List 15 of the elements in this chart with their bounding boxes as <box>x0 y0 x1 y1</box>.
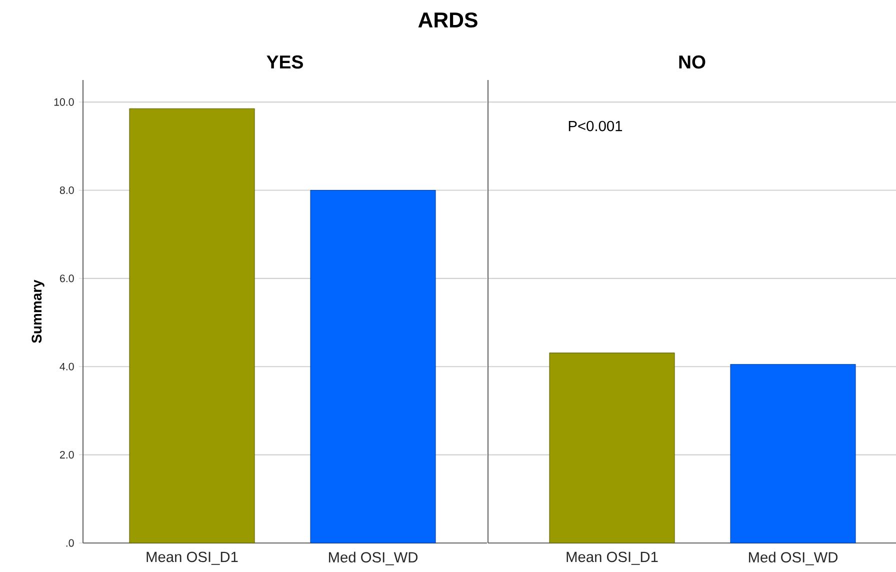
y-tick-label: .0 <box>66 539 74 547</box>
x-tick-label: Med OSI_WD <box>748 552 838 566</box>
y-axis-title: Summary <box>32 280 44 344</box>
chart-title: ARDS <box>418 12 478 28</box>
chart-subtitle: NO <box>679 55 706 69</box>
x-tick-label: Med OSI_WD <box>328 552 418 566</box>
y-tick-label: 2.0 <box>60 451 74 459</box>
y-tick-label: 8.0 <box>60 186 74 194</box>
chart-subtitle: YES <box>266 55 303 69</box>
y-tick-label: 6.0 <box>60 274 74 282</box>
x-tick-label: Mean OSI_D1 <box>146 552 238 565</box>
x-tick-label: Mean OSI_D1 <box>566 552 658 565</box>
y-tick-label: 10.0 <box>54 98 74 106</box>
y-tick-label: 4.0 <box>60 362 74 370</box>
annotation: P<0.001 <box>568 120 622 132</box>
